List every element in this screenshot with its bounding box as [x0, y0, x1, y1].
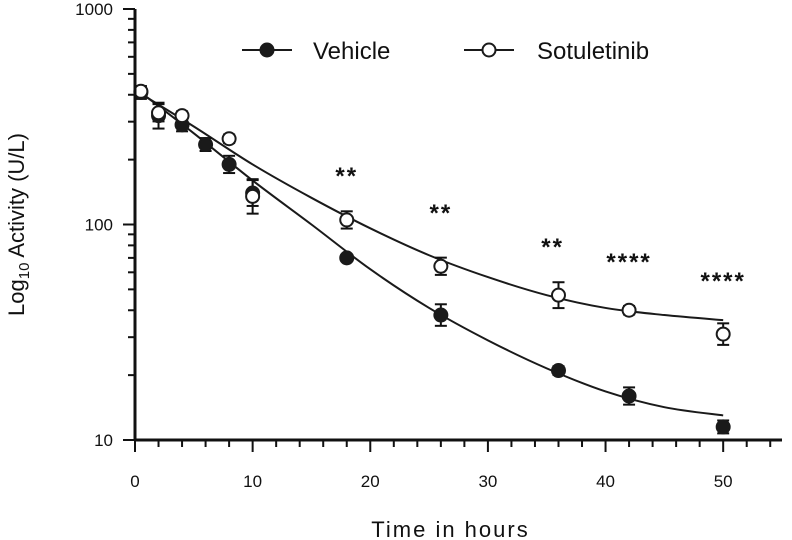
x-tick-label: 10	[243, 472, 262, 491]
sotuletinib-point	[621, 302, 637, 318]
x-tick-label: 20	[361, 472, 380, 491]
y-axis-title-sub: 10	[16, 263, 33, 280]
vehicle-point	[715, 419, 731, 435]
x-tick-label: 0	[130, 472, 139, 491]
legend-label: Vehicle	[313, 38, 390, 65]
significance-label: ****	[606, 249, 651, 276]
sotuletinib-point	[151, 105, 167, 121]
vehicle-point	[198, 137, 214, 153]
significance-label: ****	[701, 268, 746, 295]
legend-label: Sotuletinib	[537, 38, 649, 65]
y-tick-label: 1000	[75, 0, 113, 19]
sotuletinib-point	[550, 287, 566, 303]
legend-marker	[481, 42, 497, 58]
significance-label: **	[335, 163, 358, 190]
fit-curve	[134, 89, 724, 322]
axes: 0 10 20 30 40 50 10 100 1000	[75, 0, 782, 491]
sotuletinib-point	[245, 188, 261, 204]
sotuletinib-point	[174, 108, 190, 124]
legend-marker	[259, 42, 275, 58]
significance-label: **	[541, 234, 564, 261]
y-axis-title-main: Log	[4, 279, 29, 316]
data-points	[133, 83, 731, 435]
legend: Vehicle Sotuletinib	[242, 38, 649, 65]
x-tick-label: 40	[596, 472, 615, 491]
significance-annotations: **************	[335, 163, 746, 295]
y-axis-title-rest: Activity (U/L)	[4, 133, 29, 263]
sotuletinib-point	[339, 212, 355, 228]
significance-label: **	[430, 200, 453, 227]
y-tick-label: 10	[94, 431, 113, 450]
sotuletinib-point	[433, 258, 449, 274]
vehicle-point	[621, 388, 637, 404]
vehicle-point	[221, 156, 237, 172]
x-tick-label: 50	[714, 472, 733, 491]
sotuletinib-point	[221, 131, 237, 147]
sotuletinib-point	[715, 326, 731, 342]
y-tick-label: 100	[85, 216, 113, 235]
vehicle-point	[550, 363, 566, 379]
x-tick-label: 30	[478, 472, 497, 491]
vehicle-point	[433, 307, 449, 323]
x-axis-title: Time in hours	[371, 517, 529, 540]
vehicle-point	[339, 250, 355, 266]
y-axis-title: Log10 Activity (U/L)	[4, 133, 33, 316]
